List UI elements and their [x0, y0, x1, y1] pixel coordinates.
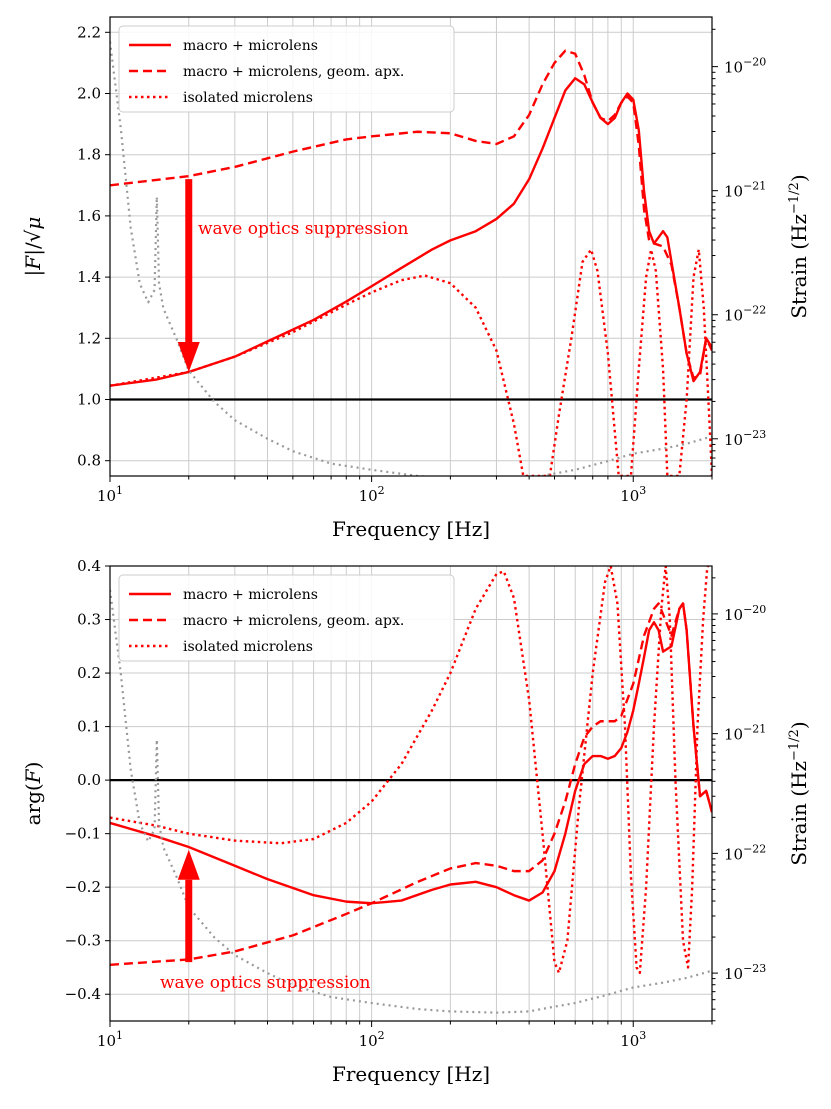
y-right-tick-label: 10−23: [724, 962, 766, 983]
y-right-tick-label: 10−22: [724, 304, 766, 325]
y-tick-label: 1.2: [77, 329, 101, 347]
y-tick-label: 0.0: [77, 771, 101, 789]
y-tick-label: 0.4: [77, 557, 101, 575]
x-tick-label: 102: [359, 484, 385, 505]
x-tick-label: 103: [620, 484, 646, 505]
axes-frame: [109, 565, 713, 1022]
panel-bottom: wave optics suppression 101 102 103 Frequenc…: [21, 557, 811, 1086]
x-axis-label: Frequency [Hz]: [332, 517, 490, 541]
series-group: [110, 41, 712, 476]
y-tick-label: 0.2: [77, 664, 101, 682]
y-right-tick-label: 10−23: [724, 428, 766, 449]
y-tick-label: 1.0: [77, 391, 101, 409]
y-right-tick-label: 10−21: [724, 723, 766, 744]
panel-top: wave optics suppression 101 102 103 Frequenc…: [21, 16, 811, 541]
annotation-text: wave optics suppression: [160, 973, 371, 993]
series-group: [110, 566, 712, 1014]
y-axis-label: |F|/√μ: [21, 217, 46, 277]
y-tick-label: −0.3: [65, 932, 101, 950]
legend-label: macro + microlens, geom. apx.: [183, 613, 404, 629]
axes-frame: [109, 16, 713, 477]
series-noise: [110, 41, 712, 476]
y-tick-label: 2.2: [77, 23, 101, 41]
y-tick-label: −0.2: [65, 878, 101, 896]
y-tick-label: 0.8: [77, 452, 101, 470]
legend-label: macro + microlens: [183, 587, 318, 603]
y-tick-label: −0.4: [65, 985, 101, 1003]
y-tick-label: 0.1: [77, 718, 101, 736]
arrow-head: [177, 341, 200, 372]
legend-box: [118, 25, 455, 113]
series-macro-microlens: [110, 602, 712, 905]
y-right-tick-label: 10−20: [724, 603, 766, 624]
series-noise: [110, 589, 712, 1014]
y-tick-label: 0.3: [77, 611, 101, 629]
legend: macro + microlens macro + microlens, geom…: [118, 574, 455, 662]
x-tick-label: 103: [620, 1029, 646, 1050]
arrow-head: [177, 849, 200, 880]
legend-label: isolated microlens: [183, 639, 313, 655]
y-right-tick-label: 10−22: [724, 842, 766, 863]
y-right-axis-label: Strain (Hz−1/2): [787, 721, 811, 865]
legend-label: macro + microlens, geom. apx.: [183, 64, 404, 80]
legend-label: isolated microlens: [183, 90, 313, 106]
x-tick-label: 101: [97, 1029, 123, 1050]
y-right-tick-label: 10−20: [724, 56, 766, 77]
y-tick-label: 1.6: [77, 207, 101, 225]
legend-label: macro + microlens: [183, 38, 318, 54]
legend-box: [118, 574, 455, 662]
y-right-tick-label: 10−21: [724, 180, 766, 201]
x-axis-label: Frequency [Hz]: [332, 1062, 490, 1086]
x-tick-label: 101: [97, 484, 123, 505]
y-axis-label: arg(F): [21, 762, 45, 826]
series-isolated-microlens: [110, 248, 712, 476]
annotation-text: wave optics suppression: [198, 219, 409, 239]
y-right-axis-label: Strain (Hz−1/2): [787, 174, 811, 318]
legend: macro + microlens macro + microlens, geom…: [118, 25, 455, 113]
y-tick-label: 2.0: [77, 85, 101, 103]
x-tick-label: 102: [359, 1029, 385, 1050]
series-isolated-microlens: [110, 566, 712, 975]
y-tick-label: −0.1: [65, 825, 101, 843]
y-tick-label: 1.8: [77, 146, 101, 164]
y-tick-label: 1.4: [77, 268, 101, 286]
series-macro-microlens-geom-apx-: [110, 602, 712, 966]
